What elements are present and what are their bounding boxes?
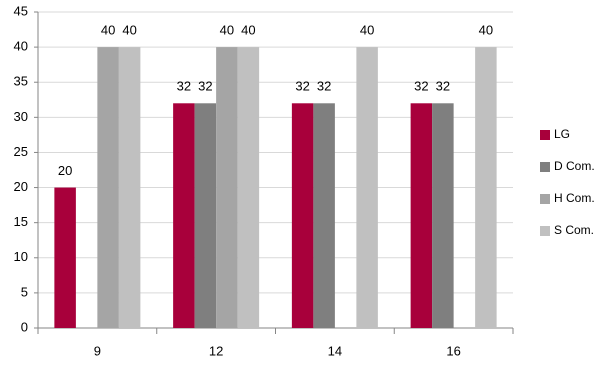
y-tick-label: 40 [14,39,28,54]
data-label: 32 [177,79,191,94]
bar [54,187,76,328]
x-tick-label: 9 [94,343,101,358]
legend-swatch [540,226,550,236]
y-tick-label: 45 [14,3,28,18]
legend: LG D Com. H Com. S Com. [540,127,595,237]
legend-swatch [540,162,550,172]
data-label: 40 [220,23,234,38]
data-label: 32 [436,79,450,94]
bar [237,47,260,328]
x-tick-label: 12 [209,343,223,358]
bar [475,47,497,328]
y-tick-label: 25 [14,144,28,159]
y-tick-label: 15 [14,214,28,229]
data-label: 20 [58,163,72,178]
bar [216,47,238,328]
bar [118,47,141,328]
bar [410,103,433,329]
bar [173,103,195,329]
data-label: 40 [122,23,136,38]
y-tick-label: 30 [14,109,28,124]
bar [432,103,454,329]
data-label: 32 [295,79,309,94]
data-label: 40 [101,23,115,38]
y-tick-label: 20 [14,179,28,194]
y-tick-label: 5 [21,284,28,299]
data-label: 32 [198,79,212,94]
data-label: 32 [317,79,331,94]
bar [356,47,378,328]
legend-label: LG [554,127,570,141]
bar [291,103,314,329]
data-label: 40 [360,23,374,38]
data-label: 40 [479,23,493,38]
x-tick-label: 16 [446,343,460,358]
y-tick-label: 10 [14,249,28,264]
legend-swatch [540,194,550,204]
legend-label: D Com. [554,159,595,173]
y-tick-label: 35 [14,74,28,89]
legend-label: H Com. [554,191,595,205]
data-label: 32 [414,79,428,94]
x-tick-label: 14 [328,343,342,358]
legend-label: S Com. [554,223,594,237]
data-label: 40 [241,23,255,38]
legend-swatch [540,130,550,140]
bar [194,103,217,329]
bar [97,47,119,328]
y-tick-label: 0 [21,319,28,334]
bar [313,103,335,329]
